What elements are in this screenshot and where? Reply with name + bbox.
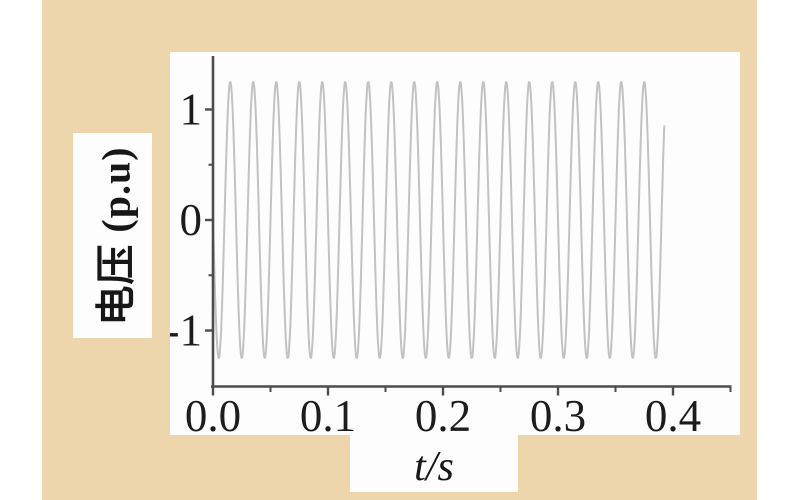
y-tick-label: 0	[180, 195, 203, 245]
x-tick-label: 0.1	[300, 391, 356, 435]
waveform-plot: 1 0 -1 0.0 0.1 0.2 0.3 0.4	[170, 56, 732, 435]
y-axis-label-panel: 电压 (p.u)	[73, 133, 152, 338]
x-tick-label: 0.2	[415, 391, 471, 435]
x-axis-label-panel: t/s	[350, 435, 518, 492]
y-tick-label: 1	[180, 85, 203, 135]
y-tick-label: -1	[170, 306, 202, 356]
x-tick-label: 0.0	[185, 391, 241, 435]
x-tick-label: 0.3	[530, 391, 586, 435]
chart-panel: 1 0 -1 0.0 0.1 0.2 0.3 0.4	[170, 52, 740, 435]
x-tick-label: 0.4	[645, 391, 701, 435]
x-axis-label: t/s	[414, 443, 454, 490]
voltage-waveform-line	[212, 81, 666, 359]
y-axis-label: 电压 (p.u)	[93, 145, 139, 326]
